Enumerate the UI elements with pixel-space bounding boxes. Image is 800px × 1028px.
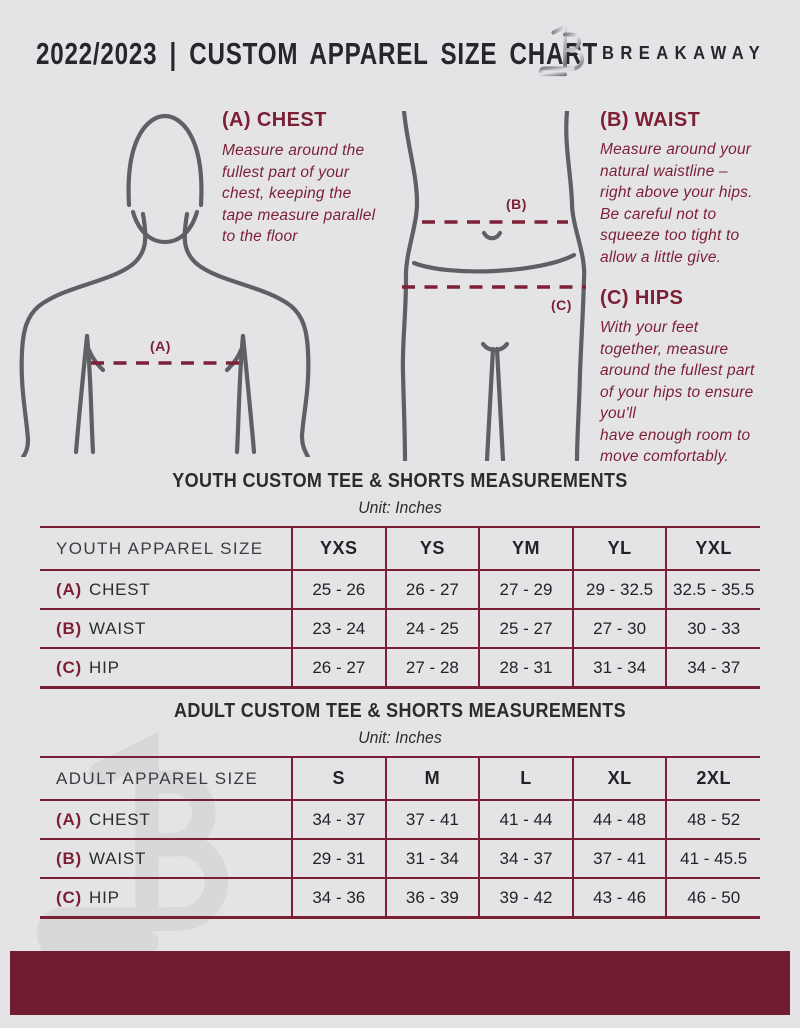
measurement-cell: 27 - 30 [571,609,667,648]
row-label-text: WAIST [89,848,147,868]
measurement-cell: 28 - 31 [478,648,573,688]
measurement-cell: 34 - 37 [291,800,386,839]
measurement-cell: 26 - 27 [291,648,386,688]
size-column-header: 2XL [665,757,760,800]
youth-table-title: YOUTH CUSTOM TEE & SHORTS MEASUREMENTS [172,470,628,492]
adult-table-title: ADULT CUSTOM TEE & SHORTS MEASUREMENTS [173,700,627,722]
size-column-header: XL [571,757,667,800]
hips-heading: (C) HIPS [600,287,684,309]
row-marker-label: (C) [56,887,82,907]
measurement-row: (A) CHEST 25 - 26 26 - 27 27 - 29 29 - 32.5 32… [40,570,760,609]
breakaway-b-logo-icon [538,23,585,77]
chest-instructions: Measure around the fullest part of your … [222,142,376,245]
row-marker-label: (C) [56,657,82,677]
measurement-cell: 23 - 24 [291,609,386,648]
measurement-cell: 26 - 27 [384,570,480,609]
row-label-text: HIP [89,657,120,677]
measurement-row-label: (C) HIP [40,878,292,918]
youth-size-table: YOUTH APPAREL SIZE YXS YS YM YL YXL (A) CHEST 25… [40,526,760,689]
measurement-cell: 31 - 34 [571,648,667,688]
table-header-row: YOUTH APPAREL SIZE YXS YS YM YL YXL [40,527,760,570]
row-marker-label: (B) [56,618,82,638]
size-column-header: YS [384,527,480,570]
chest-marker-label: (A) [150,338,171,354]
measurement-cell: 30 - 33 [665,609,760,648]
measurement-cell: 34 - 37 [665,648,760,688]
size-column-header: L [478,757,573,800]
measurement-cell: 41 - 45.5 [665,839,760,878]
measurement-cell: 32.5 - 35.5 [665,570,760,609]
adult-unit-label: Unit: Inches [358,728,442,747]
row-label-text: CHEST [89,809,151,829]
measurement-cell: 25 - 27 [478,609,573,648]
measurement-cell: 27 - 28 [384,648,480,688]
brand-name: BREAKAWAY [602,43,767,63]
measurement-cell: 46 - 50 [665,878,760,918]
hip-marker-label: (C) [551,297,572,313]
row-marker-label: (B) [56,848,82,868]
size-column-header: M [384,757,480,800]
measurement-row-label: (C) HIP [40,648,292,688]
apparel-size-header: YOUTH APPAREL SIZE [56,538,264,558]
measurement-cell: 37 - 41 [571,839,667,878]
measurement-cell: 36 - 39 [384,878,480,918]
lower-body-figure [400,111,587,461]
size-column-header: YXL [665,527,760,570]
measurement-cell: 44 - 48 [571,800,667,839]
size-column-header: YL [571,527,667,570]
measurement-cell: 39 - 42 [478,878,573,918]
measurement-cell: 29 - 31 [291,839,386,878]
footer-bar [10,951,790,1015]
size-column-header: YXS [291,527,386,570]
row-marker-label: (A) [56,809,82,829]
measurement-row: (B) WAIST 23 - 24 24 - 25 25 - 27 27 - 30 30 -… [40,609,760,648]
measurement-cell: 48 - 52 [665,800,760,839]
measurement-cell: 25 - 26 [291,570,386,609]
hips-instructions: With your feet together, measure around … [600,319,755,465]
measurement-cell: 43 - 46 [571,878,667,918]
measurement-cell: 34 - 37 [478,839,573,878]
measurement-cell: 31 - 34 [384,839,480,878]
measurement-row-label: (B) WAIST [40,839,292,878]
measurement-cell: 29 - 32.5 [571,570,667,609]
measurement-cell: 27 - 29 [478,570,573,609]
measurement-row-label: (A) CHEST [40,570,292,609]
measurement-cell: 37 - 41 [384,800,480,839]
measurement-cell: 34 - 36 [291,878,386,918]
row-marker-label: (A) [56,579,82,599]
measurement-cell: 24 - 25 [384,609,480,648]
size-column-header: S [291,757,386,800]
table-header-row: ADULT APPAREL SIZE S M L XL 2XL [40,757,760,800]
row-label-text: CHEST [89,579,151,599]
chest-figure [19,113,311,457]
measurement-row: (C) HIP 26 - 27 27 - 28 28 - 31 31 - 34 34 - 3… [40,648,760,688]
measurement-row: (B) WAIST 29 - 31 31 - 34 34 - 37 37 - 41 41 -… [40,839,760,878]
chest-heading: (A) CHEST [222,109,327,131]
page-title: 2022/2023 | CUSTOM APPAREL SIZE CHART [36,36,599,71]
row-label-text: HIP [89,887,120,907]
row-label-text: WAIST [89,618,147,638]
waist-marker-label: (B) [506,196,527,212]
size-column-header: YM [478,527,573,570]
measurement-row-label: (A) CHEST [40,800,292,839]
youth-unit-label: Unit: Inches [358,498,442,517]
waist-instructions: Measure around your natural waistline – … [600,141,753,266]
measurement-row: (C) HIP 34 - 36 36 - 39 39 - 42 43 - 46 46 - 5… [40,878,760,918]
breakaway-b-watermark-icon [36,731,229,955]
adult-size-table: ADULT APPAREL SIZE S M L XL 2XL (A) CHEST 34 - 3… [40,756,760,919]
measurement-row: (A) CHEST 34 - 37 37 - 41 41 - 44 44 - 48 48 -… [40,800,760,839]
apparel-size-header: ADULT APPAREL SIZE [56,768,259,788]
measurement-row-label: (B) WAIST [40,609,292,648]
waist-heading: (B) WAIST [600,109,701,131]
measurement-cell: 41 - 44 [478,800,573,839]
